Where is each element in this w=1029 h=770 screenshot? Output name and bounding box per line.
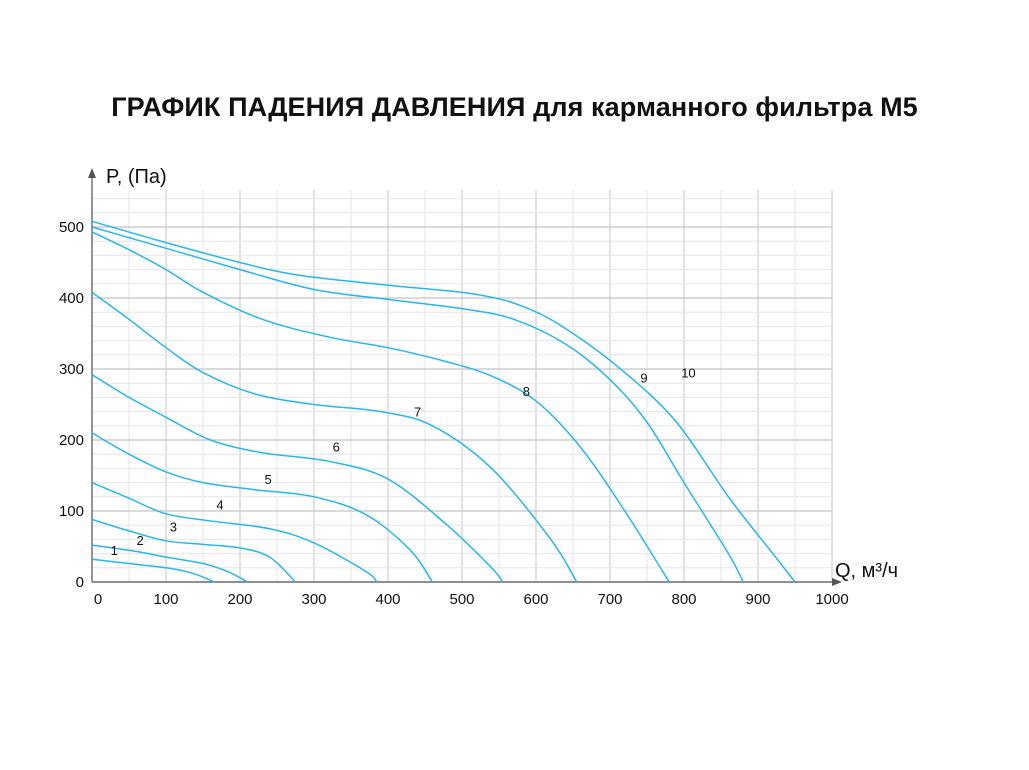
x-tick-label: 900 xyxy=(745,591,770,608)
axes xyxy=(88,168,842,586)
curve-label-2: 2 xyxy=(136,533,143,548)
curve-labels: 1 2 3 4 5 6 7 8 9 10 xyxy=(111,366,696,559)
x-axis-label: Q, м³/ч xyxy=(835,560,898,582)
y-axis-label: P, (Па) xyxy=(106,166,167,188)
curve-label-8: 8 xyxy=(523,384,530,399)
x-tick-label: 0 xyxy=(94,591,102,608)
x-tick-label: 700 xyxy=(597,591,622,608)
x-tick-label: 1000 xyxy=(815,591,848,608)
x-tick-label: 100 xyxy=(153,591,178,608)
grid xyxy=(91,190,833,583)
curve-10 xyxy=(91,220,796,583)
y-tick-label: 400 xyxy=(59,290,84,307)
y-tick-label: 500 xyxy=(59,219,84,236)
y-tick-label: 0 xyxy=(76,574,84,591)
y-tick-label: 300 xyxy=(59,361,84,378)
x-tick-label: 200 xyxy=(227,591,252,608)
curve-2 xyxy=(91,544,248,583)
chart-title: ГРАФИК ПАДЕНИЯ ДАВЛЕНИЯ для карманного ф… xyxy=(111,92,918,122)
curve-label-4: 4 xyxy=(216,498,223,513)
y-tick-label: 200 xyxy=(59,432,84,449)
curve-8 xyxy=(91,231,670,583)
curve-3 xyxy=(91,518,297,583)
tick-labels: 0 100 200 300 400 500 600 700 800 900 1000 0 100 200 3… xyxy=(59,219,849,608)
curve-6 xyxy=(91,374,504,583)
x-axis-arrow xyxy=(832,578,842,586)
x-tick-label: 600 xyxy=(523,591,548,608)
curve-label-7: 7 xyxy=(414,405,421,420)
curve-label-6: 6 xyxy=(333,439,340,454)
x-tick-label: 500 xyxy=(449,591,474,608)
curve-1 xyxy=(91,558,215,583)
x-tick-label: 800 xyxy=(671,591,696,608)
curve-label-1: 1 xyxy=(111,543,118,558)
y-tick-label: 100 xyxy=(59,503,84,520)
curve-label-3: 3 xyxy=(170,520,177,535)
curve-9 xyxy=(91,226,744,583)
curve-7 xyxy=(91,291,578,583)
x-tick-label: 300 xyxy=(301,591,326,608)
y-axis-arrow xyxy=(88,168,96,178)
x-tick-label: 400 xyxy=(375,591,400,608)
curve-label-10: 10 xyxy=(681,366,695,381)
curve-5 xyxy=(91,432,434,583)
curve-4 xyxy=(91,481,378,583)
curve-label-9: 9 xyxy=(640,370,647,385)
curves xyxy=(91,220,796,583)
curve-label-5: 5 xyxy=(265,472,272,487)
